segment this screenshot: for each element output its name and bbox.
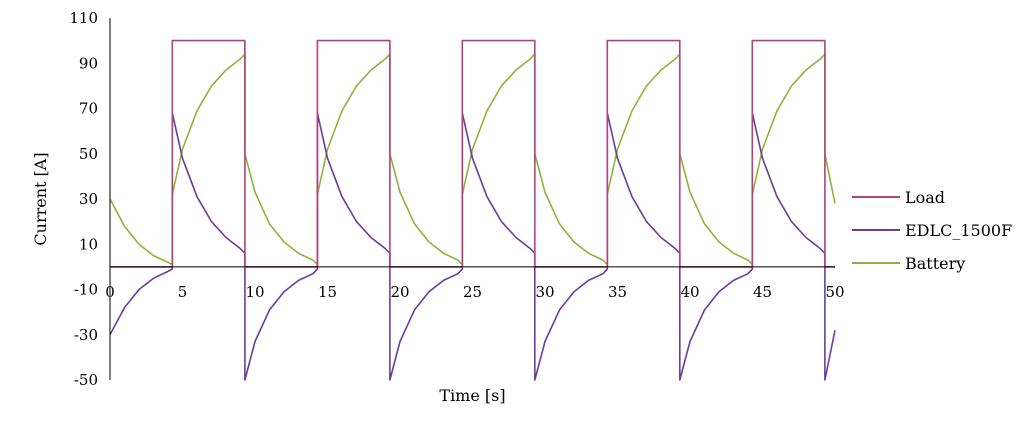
x-tick-label: 20 — [390, 283, 409, 301]
axes — [109, 18, 835, 380]
x-tick-labels: 0 5 10 15 20 25 30 35 40 45 50 — [105, 283, 844, 301]
y-tick-label: -50 — [74, 371, 98, 389]
x-tick-label: 30 — [535, 283, 554, 301]
y-tick-label: 110 — [69, 9, 98, 27]
x-tick-label: 10 — [245, 283, 264, 301]
y-tick-label: 90 — [79, 54, 98, 72]
x-tick-label: 15 — [318, 283, 337, 301]
y-tick-label: -10 — [74, 281, 98, 299]
x-tick-label: 35 — [608, 283, 627, 301]
y-tick-label: 10 — [79, 235, 98, 253]
series-line-load — [110, 39, 835, 268]
legend: Load EDLC_1500F Battery — [852, 188, 1012, 273]
x-tick-label: 5 — [178, 283, 188, 301]
x-tick-label: 25 — [463, 283, 482, 301]
legend-label-load: Load — [905, 188, 945, 207]
x-tick-label: 40 — [680, 283, 699, 301]
series-line-battery — [109, 53, 836, 266]
legend-label-edlc-1500f: EDLC_1500F — [905, 221, 1012, 240]
x-tick-label: 45 — [753, 283, 772, 301]
x-tick-label: 50 — [825, 283, 844, 301]
series-line-edlc-1500f — [109, 112, 836, 381]
x-tick-label: 0 — [105, 283, 115, 301]
y-tick-label: -30 — [74, 326, 98, 344]
plot-lines — [109, 39, 836, 381]
y-tick-label: 50 — [79, 145, 98, 163]
x-axis-title: Time [s] — [439, 386, 505, 405]
legend-label-battery: Battery — [905, 254, 965, 273]
y-axis-title: Current [A] — [31, 152, 50, 245]
y-tick-label: 30 — [79, 190, 98, 208]
y-tick-label: 70 — [79, 100, 98, 118]
y-tick-labels: 110 90 70 50 30 10 -10 -30 -50 — [69, 9, 98, 389]
